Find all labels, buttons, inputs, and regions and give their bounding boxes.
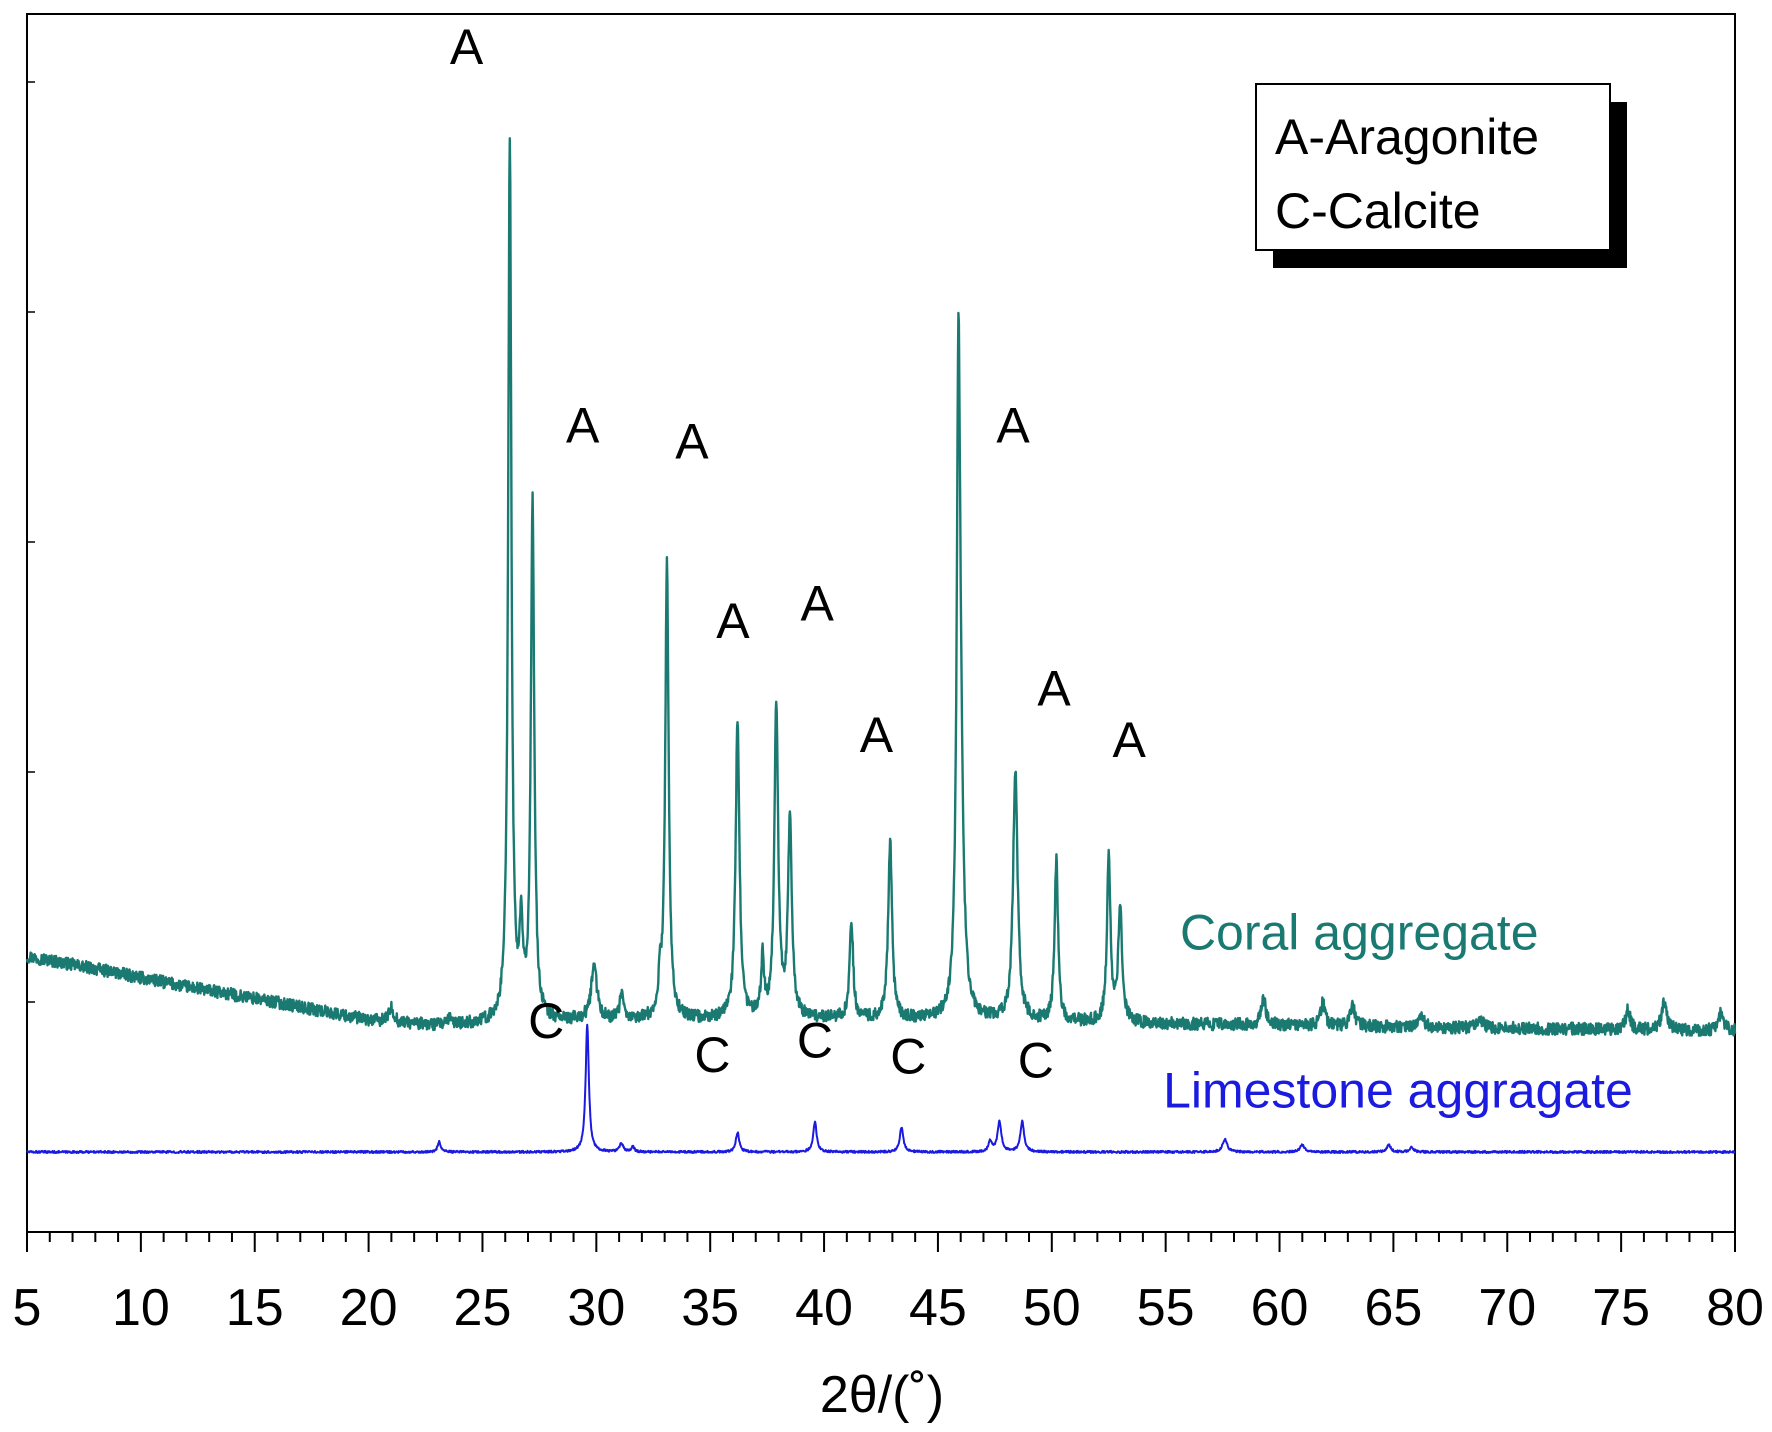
peak-label-aragonite: A: [675, 414, 709, 470]
peak-label-aragonite: A: [996, 398, 1030, 454]
x-tick-label: 30: [567, 1279, 625, 1337]
plot-area: 5 10 15 20 25 30 35 40 45 50 55 60 65 70 75 80: [13, 13, 1764, 1337]
legend-box: [1255, 83, 1611, 251]
x-axis-title: 2θ/(˚): [820, 1366, 944, 1424]
legend: A-Aragonite C-Calcite: [1255, 83, 1627, 268]
peak-label-calcite: C: [797, 1013, 833, 1069]
series-label-limestone: Limestone aggragate: [1163, 1063, 1633, 1119]
x-tick-label: 60: [1251, 1279, 1309, 1337]
x-tick-label: 40: [795, 1279, 853, 1337]
series-line-coral: [25, 137, 1737, 1037]
peak-label-aragonite: A: [450, 19, 484, 75]
series-line-limestone: [26, 1023, 1736, 1154]
peak-label-calcite: C: [694, 1027, 730, 1083]
peak-label-aragonite: A: [860, 707, 894, 763]
x-tick-label: 5: [13, 1279, 42, 1337]
x-tick-label: 75: [1592, 1279, 1650, 1337]
peak-label-aragonite: A: [716, 593, 750, 649]
x-tick-label: 25: [454, 1279, 512, 1337]
x-tick-label: 65: [1364, 1279, 1422, 1337]
series-label-coral: Coral aggregate: [1180, 904, 1539, 960]
peak-label-calcite: C: [528, 993, 564, 1049]
peak-label-aragonite: A: [1113, 712, 1147, 768]
x-tick-label: 20: [340, 1279, 398, 1337]
series-layer: [25, 137, 1737, 1154]
peak-label-aragonite: A: [1037, 661, 1071, 717]
series-labels: Coral aggregate Limestone aggragate: [1163, 904, 1633, 1118]
x-tick-label: 10: [112, 1279, 170, 1337]
x-tick-label: 55: [1137, 1279, 1195, 1337]
x-tick-label: 35: [681, 1279, 739, 1337]
x-tick-label: 45: [909, 1279, 967, 1337]
x-tick-label: 50: [1023, 1279, 1081, 1337]
x-tick-label: 80: [1706, 1279, 1764, 1337]
peak-label-calcite: C: [1018, 1032, 1054, 1088]
x-tick-label: 15: [226, 1279, 284, 1337]
peak-label-aragonite: A: [566, 398, 600, 454]
peak-label-aragonite: A: [801, 575, 835, 631]
x-tick-label: 70: [1478, 1279, 1536, 1337]
legend-entry-aragonite: A-Aragonite: [1275, 109, 1539, 165]
plot-frame: [26, 13, 1736, 1233]
legend-entry-calcite: C-Calcite: [1275, 183, 1481, 239]
peak-label-calcite: C: [890, 1029, 926, 1085]
